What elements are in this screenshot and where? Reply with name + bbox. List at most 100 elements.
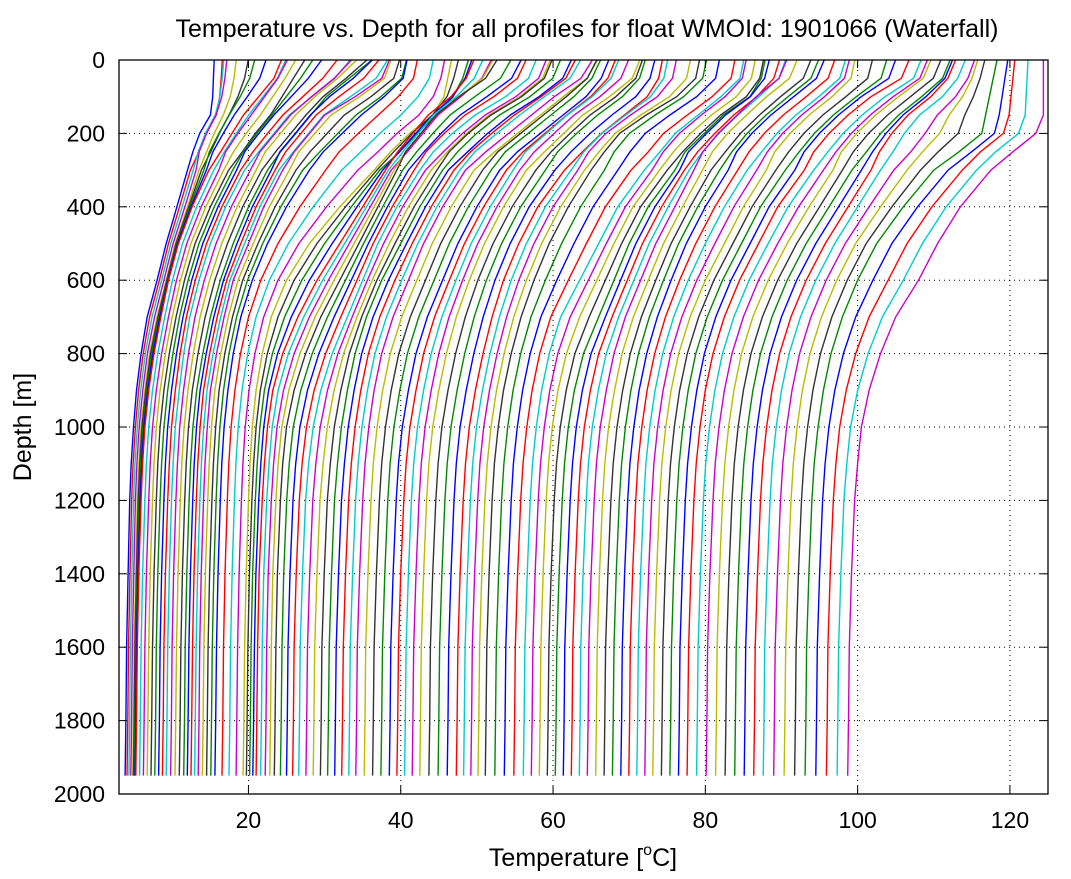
profile-line — [312, 59, 551, 776]
profile-line — [380, 59, 602, 776]
profile-line — [546, 59, 765, 776]
profile-line — [686, 59, 910, 776]
profile-line — [513, 59, 736, 776]
profile-line — [319, 59, 553, 776]
axis-ticks — [119, 59, 1048, 795]
profile-line — [273, 59, 498, 776]
profile-line — [197, 59, 391, 776]
profile-line — [804, 59, 998, 776]
profile-line — [190, 59, 380, 776]
profile-line — [660, 59, 874, 776]
x-tick-label: 40 — [388, 807, 414, 833]
profile-line — [705, 59, 929, 776]
profile-lines — [124, 59, 1045, 776]
profile-line — [428, 59, 644, 776]
profile-line — [611, 59, 820, 776]
profile-line — [161, 59, 338, 776]
y-axis-label: Depth [m] — [9, 373, 37, 481]
profile-line — [130, 59, 228, 776]
profile-line — [355, 59, 593, 776]
profile-line — [714, 59, 932, 776]
x-tick-label: 100 — [838, 807, 876, 833]
profile-line — [773, 59, 976, 776]
profile-line — [847, 60, 1045, 776]
profile-line — [298, 59, 537, 776]
profile-line — [783, 59, 979, 776]
profile-line — [142, 59, 289, 776]
profile-line — [522, 59, 745, 776]
profile-line — [132, 59, 237, 776]
profile-line — [228, 59, 434, 776]
profile-line — [326, 59, 562, 776]
y-tick-label: 1600 — [54, 634, 105, 660]
profile-line — [174, 59, 358, 776]
profile-line — [494, 59, 708, 776]
profile-line — [186, 59, 373, 776]
profile-line — [214, 59, 408, 776]
profile-line — [562, 59, 770, 776]
y-tick-label: 0 — [92, 47, 105, 73]
profile-line — [620, 59, 825, 776]
y-tick-label: 2000 — [54, 781, 105, 807]
profile-line — [221, 59, 418, 776]
profile-line — [724, 59, 942, 776]
profile-line — [437, 59, 646, 776]
profile-line — [554, 59, 766, 776]
profile-line — [753, 59, 957, 776]
profile-line — [285, 59, 522, 776]
profile-line — [455, 59, 664, 776]
profile-line — [743, 59, 954, 776]
profile-line — [595, 59, 798, 776]
profile-line — [419, 59, 641, 776]
profile-line — [341, 59, 576, 776]
profile-line — [628, 59, 836, 776]
x-tick-label: 20 — [236, 807, 262, 833]
y-tick-label: 1400 — [54, 561, 105, 587]
profile-line — [503, 59, 721, 776]
profile-line — [291, 59, 527, 776]
profile-line — [134, 59, 267, 776]
profile-line — [334, 59, 572, 776]
profile-line — [128, 59, 225, 776]
profile-line — [135, 59, 283, 776]
profile-line — [836, 59, 1029, 776]
profile-line — [305, 59, 547, 776]
profile-line — [264, 59, 492, 776]
profile-line — [484, 59, 701, 776]
profile-line — [462, 59, 669, 776]
profile-line — [348, 59, 582, 776]
x-axis-label-main: Temperature [ — [489, 844, 643, 872]
profile-line — [677, 59, 897, 776]
profile-line — [210, 59, 408, 776]
axis-tick-labels: 20 40 60 80 100 12002004006008001000120014001… — [54, 47, 1029, 833]
profile-line — [146, 59, 297, 776]
profile-line — [603, 59, 812, 776]
profile-line — [169, 59, 352, 776]
profile-line — [669, 59, 888, 776]
x-tick-label: 80 — [693, 807, 719, 833]
profile-line — [259, 59, 484, 776]
profile-line — [644, 59, 850, 776]
profile-line — [201, 59, 392, 776]
profile-line — [157, 59, 323, 776]
profile-line — [154, 59, 314, 776]
profile-line — [734, 59, 951, 776]
profile-line — [538, 59, 756, 776]
y-tick-label: 600 — [67, 267, 105, 293]
y-tick-label: 1800 — [54, 708, 105, 734]
profile-line — [695, 59, 922, 776]
profile-line — [205, 59, 401, 776]
x-axis-label: Temperature [oC] — [489, 842, 677, 872]
profile-line — [235, 59, 446, 776]
profile-line — [652, 59, 856, 776]
profile-line — [388, 59, 610, 776]
profile-line — [255, 59, 475, 776]
profile-line — [279, 59, 512, 776]
profile-line — [477, 59, 692, 776]
y-tick-label: 1200 — [54, 487, 105, 513]
x-tick-label: 120 — [991, 807, 1029, 833]
profile-line — [793, 59, 986, 776]
profile-line — [252, 59, 473, 776]
profile-line — [446, 59, 656, 776]
